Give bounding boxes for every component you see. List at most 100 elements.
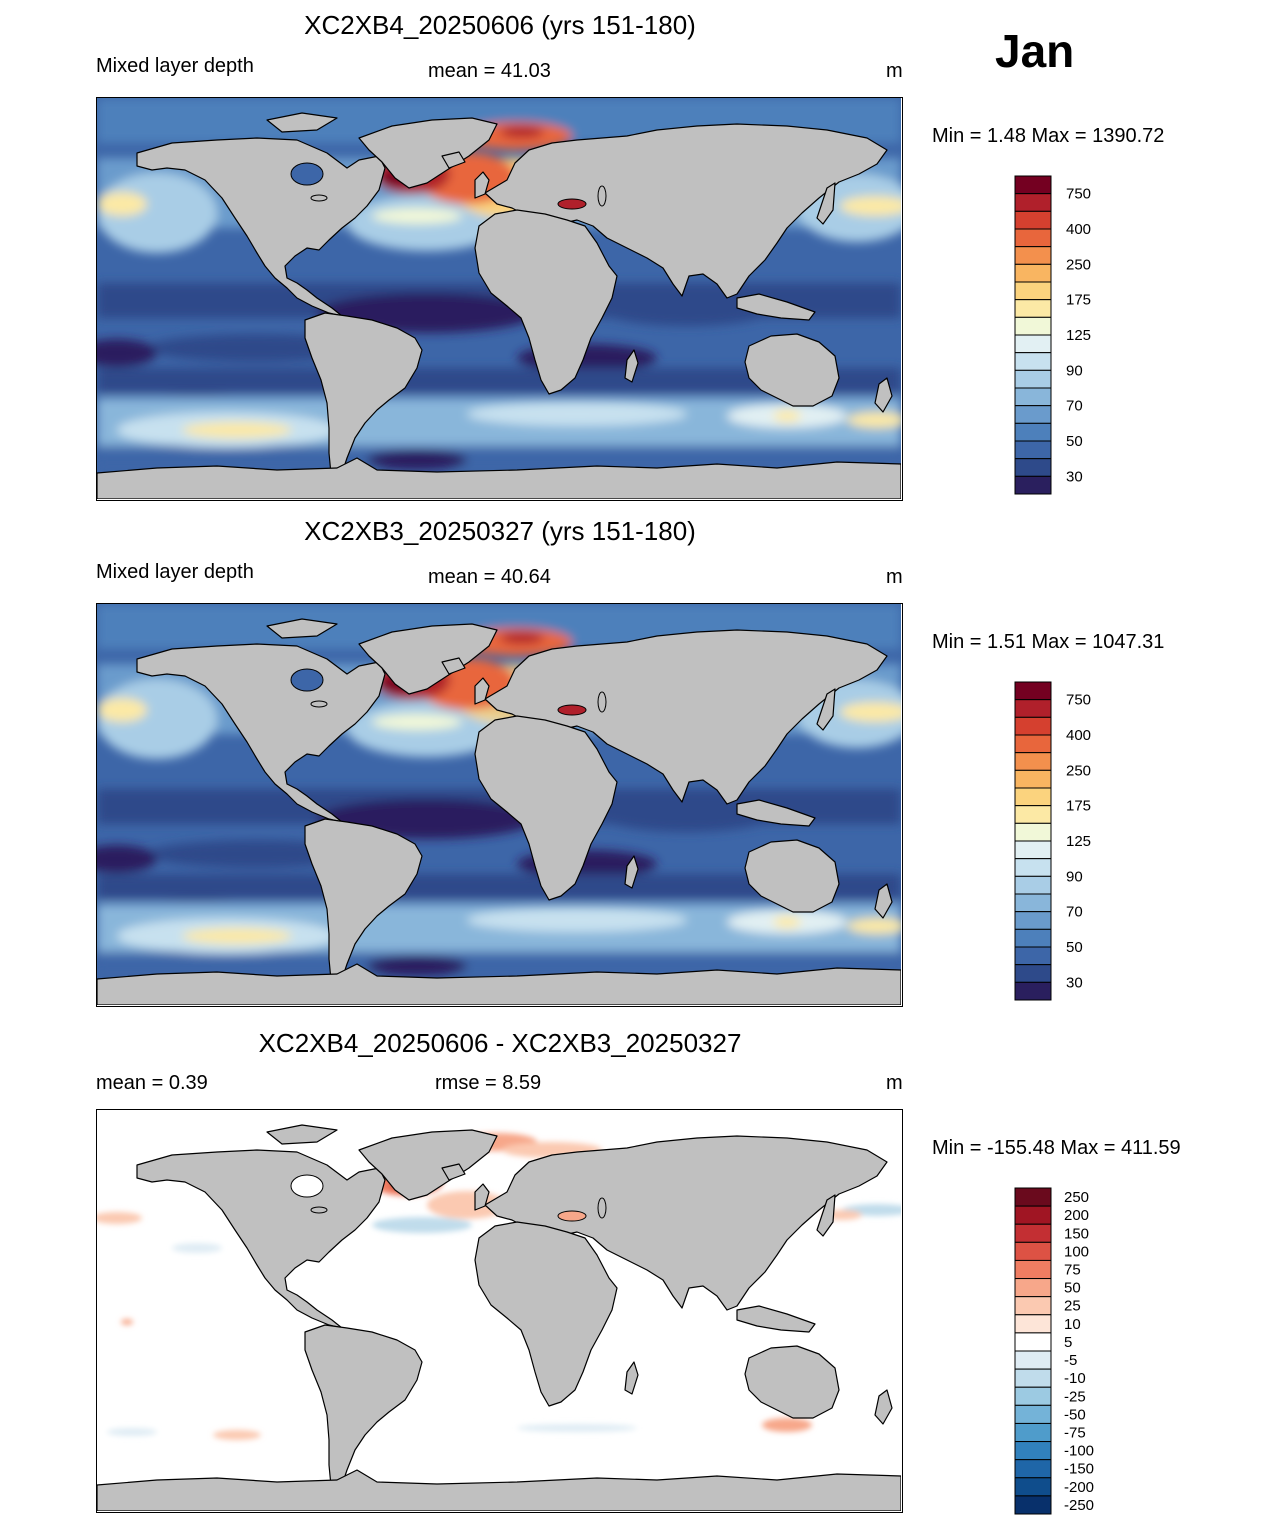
units-label: m [886,1072,903,1094]
colorbar-swatch [1014,840,1052,860]
colorbar-swatch [1014,1332,1052,1352]
min-max-label: Min = -155.48 Max = 411.59 [932,1137,1181,1159]
colorbar-swatch [1014,1187,1052,1207]
colorbar-swatch [1014,246,1052,265]
colorbar-swatch [1014,928,1052,948]
colorbar-tick-label: 175 [1066,798,1091,815]
colorbar-tick-label: 400 [1066,221,1091,238]
min-max-label: Min = 1.51 Max = 1047.31 [932,631,1165,653]
colorbar-swatch [1014,734,1052,754]
world-map [96,603,903,1007]
colorbar-tick-label: 175 [1066,292,1091,309]
colorbar-tick-label: -250 [1064,1497,1094,1514]
colorbar: 7504002501751259070503010 [1014,174,1154,521]
colorbar: 7504002501751259070503010 [1014,680,1154,1027]
colorbar-swatch [1014,1350,1052,1370]
panel-model-1: XC2XB4_20250606 (yrs 151-180) Mixed laye… [0,0,1285,521]
colorbar-tick-label: -100 [1064,1443,1094,1460]
colorbar-swatch [1014,316,1052,336]
colorbar-tick-label: 125 [1066,327,1091,344]
colorbar-swatch [1014,1404,1052,1424]
colorbar-tick-label: 30 [1066,468,1083,485]
colorbar-swatch [1014,1495,1052,1515]
colorbar-swatch [1014,858,1052,877]
land-mass [97,112,901,499]
month-label: Jan [995,25,1075,77]
panel-model-2: XC2XB3_20250327 (yrs 151-180) Mixed laye… [0,506,1285,1027]
colorbar-tick-label: 5 [1064,1334,1072,1351]
panel-difference: XC2XB4_20250606 - XC2XB3_20250327 mean =… [0,1012,1285,1519]
colorbar-tick-label: -75 [1064,1425,1086,1442]
colorbar-swatch [1014,458,1052,477]
mean-label: mean = 0.39 [96,1072,208,1094]
colorbar-swatch [1014,175,1052,195]
inland-water [290,668,607,716]
colorbar-swatch [1014,228,1052,248]
colorbar-swatch [1014,369,1052,389]
colorbar-swatch [1014,875,1052,895]
colorbar-swatch [1014,946,1052,966]
colorbar-swatch [1014,1205,1052,1225]
colorbar-tick-label: -10 [1064,1370,1086,1387]
colorbar-tick-label: 250 [1066,762,1091,779]
world-map [96,97,903,501]
mean-label: mean = 41.03 [428,60,551,82]
colorbar-swatch [1014,352,1052,371]
colorbar-swatch [1014,475,1052,495]
units-label: m [886,60,903,82]
world-map [96,1109,903,1513]
colorbar-swatch [1014,1314,1052,1334]
colorbar-tick-label: -50 [1064,1406,1086,1423]
colorbar-swatch [1014,440,1052,460]
colorbar-tick-label: 200 [1064,1207,1089,1224]
colorbar-swatch [1014,716,1052,736]
colorbar-tick-label: -200 [1064,1479,1094,1496]
mean-label: mean = 40.64 [428,566,551,588]
colorbar-tick-label: 100 [1064,1243,1089,1260]
colorbar-tick-label: 750 [1066,186,1091,203]
land-mass [97,1124,901,1511]
colorbar-swatch [1014,1278,1052,1298]
colorbar-swatch [1014,263,1052,283]
colorbar-swatch [1014,769,1052,789]
colorbar-swatch [1014,387,1052,407]
land-mass [97,618,901,1005]
colorbar-tick-label: -25 [1064,1388,1086,1405]
colorbar-swatch [1014,787,1052,807]
rmse-label: rmse = 8.59 [435,1072,542,1094]
colorbar-swatch [1014,1296,1052,1316]
inland-water [290,162,607,210]
colorbar-tick-label: 150 [1064,1225,1089,1242]
colorbar-tick-label: 125 [1066,833,1091,850]
colorbar-tick-label: 400 [1066,727,1091,744]
colorbar-swatch [1014,193,1052,212]
colorbar-swatch [1014,1422,1052,1443]
variable-label: Mixed layer depth [96,55,254,77]
colorbar-tick-label: 250 [1066,256,1091,273]
colorbar-tick-label: 250 [1064,1189,1089,1206]
colorbar-swatch [1014,805,1052,824]
inland-water [290,1174,607,1222]
colorbar-swatch [1014,1386,1052,1406]
colorbar: 250 200 150 100 75 50 25 10 5 -5 -10 -25 -50 -75 -100-… [1014,1186,1154,1516]
panel-title: XC2XB4_20250606 - XC2XB3_20250327 [258,1028,742,1058]
units-label: m [886,566,903,588]
colorbar-swatch [1014,405,1052,424]
colorbar-swatch [1014,210,1052,230]
colorbar-swatch [1014,1441,1052,1461]
colorbar-tick-label: 750 [1066,692,1091,709]
colorbar-tick-label: 90 [1066,362,1083,379]
colorbar-tick-label: 50 [1066,939,1083,956]
colorbar-swatch [1014,752,1052,771]
colorbar-tick-label: 50 [1066,433,1083,450]
colorbar-swatch [1014,334,1052,354]
colorbar-swatch [1014,964,1052,983]
colorbar-tick-label: 30 [1066,974,1083,991]
colorbar-tick-label: 50 [1064,1280,1081,1297]
colorbar-swatch [1014,1223,1052,1243]
colorbar-tick-label: 70 [1066,398,1083,415]
panel-title: XC2XB3_20250327 (yrs 151-180) [304,516,696,546]
colorbar-swatch [1014,281,1052,301]
colorbar-swatch [1014,422,1052,442]
colorbar-tick-label: -5 [1064,1352,1077,1369]
